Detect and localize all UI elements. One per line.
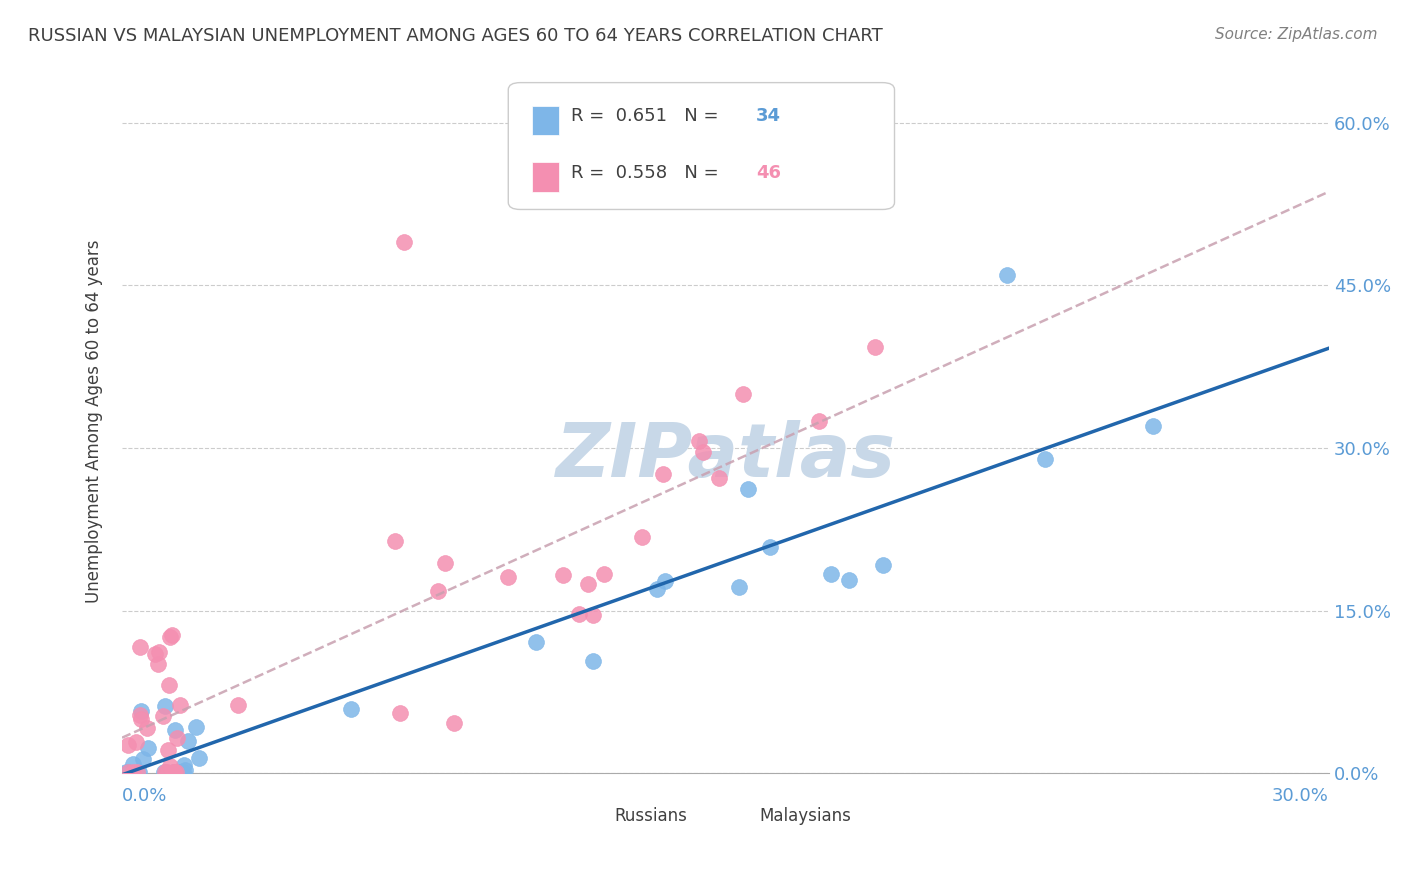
- FancyBboxPatch shape: [533, 162, 560, 192]
- Point: [1033, 452, 1056, 467]
- Text: Russians: Russians: [614, 806, 688, 824]
- Point: [568, 607, 591, 622]
- Point: [159, 759, 181, 773]
- Point: [129, 704, 152, 718]
- Point: [125, 735, 148, 749]
- Text: Source: ZipAtlas.com: Source: ZipAtlas.com: [1215, 27, 1378, 42]
- Point: [115, 765, 138, 780]
- Point: [129, 708, 152, 723]
- Point: [427, 583, 450, 598]
- Point: [117, 765, 139, 780]
- Point: [631, 530, 654, 544]
- Point: [995, 268, 1018, 282]
- Point: [131, 712, 153, 726]
- Point: [155, 699, 177, 714]
- Point: [707, 471, 730, 485]
- Y-axis label: Unemployment Among Ages 60 to 64 years: Unemployment Among Ages 60 to 64 years: [86, 239, 103, 603]
- Point: [174, 763, 197, 777]
- Point: [186, 721, 208, 735]
- Point: [340, 701, 363, 715]
- Point: [651, 467, 673, 481]
- Point: [159, 678, 181, 692]
- Point: [759, 540, 782, 554]
- Text: ZIPatlas: ZIPatlas: [555, 419, 896, 492]
- Point: [157, 743, 180, 757]
- Point: [582, 654, 605, 668]
- Point: [654, 574, 676, 588]
- Point: [645, 582, 668, 596]
- Point: [153, 765, 176, 780]
- Point: [692, 444, 714, 458]
- Point: [117, 765, 139, 780]
- FancyBboxPatch shape: [533, 106, 560, 136]
- Point: [132, 752, 155, 766]
- Point: [688, 434, 710, 449]
- Point: [820, 567, 842, 582]
- Text: R =  0.651   N =: R = 0.651 N =: [571, 107, 724, 126]
- Point: [155, 765, 177, 780]
- Point: [152, 708, 174, 723]
- Point: [170, 765, 193, 780]
- FancyBboxPatch shape: [509, 83, 894, 210]
- Point: [1142, 419, 1164, 434]
- Point: [863, 341, 886, 355]
- Point: [166, 731, 188, 745]
- Text: 30.0%: 30.0%: [1272, 788, 1329, 805]
- Point: [153, 765, 176, 780]
- Point: [121, 757, 143, 772]
- Point: [148, 645, 170, 659]
- Text: 46: 46: [755, 164, 780, 182]
- Point: [392, 235, 415, 249]
- Point: [163, 765, 186, 780]
- Point: [578, 576, 600, 591]
- FancyBboxPatch shape: [586, 804, 609, 826]
- Point: [582, 608, 605, 623]
- Point: [226, 698, 249, 712]
- Point: [737, 483, 759, 497]
- Point: [146, 657, 169, 672]
- Point: [163, 723, 186, 737]
- Text: Malaysians: Malaysians: [759, 806, 851, 824]
- Point: [163, 765, 186, 780]
- Point: [728, 580, 751, 594]
- Point: [165, 765, 187, 780]
- Text: RUSSIAN VS MALAYSIAN UNEMPLOYMENT AMONG AGES 60 TO 64 YEARS CORRELATION CHART: RUSSIAN VS MALAYSIAN UNEMPLOYMENT AMONG …: [28, 27, 883, 45]
- Point: [731, 387, 754, 401]
- Text: R =  0.558   N =: R = 0.558 N =: [571, 164, 724, 182]
- Point: [143, 647, 166, 661]
- Point: [807, 414, 830, 428]
- Point: [121, 765, 143, 780]
- Point: [177, 733, 200, 747]
- Point: [434, 556, 457, 570]
- Point: [551, 567, 574, 582]
- FancyBboxPatch shape: [731, 804, 754, 826]
- Point: [496, 569, 519, 583]
- Point: [170, 765, 193, 780]
- Point: [138, 741, 160, 756]
- Point: [592, 566, 614, 581]
- Point: [384, 533, 406, 548]
- Point: [125, 765, 148, 780]
- Point: [172, 765, 194, 780]
- Point: [167, 765, 190, 780]
- Point: [188, 750, 211, 764]
- Point: [388, 706, 411, 720]
- Point: [160, 628, 183, 642]
- Point: [173, 757, 195, 772]
- Point: [838, 573, 860, 587]
- Text: 0.0%: 0.0%: [122, 788, 167, 805]
- Point: [443, 716, 465, 731]
- Point: [136, 721, 159, 735]
- Point: [162, 765, 184, 780]
- Point: [128, 765, 150, 780]
- Text: 34: 34: [755, 107, 780, 126]
- Point: [117, 739, 139, 753]
- Point: [159, 631, 181, 645]
- Point: [169, 698, 191, 712]
- Point: [872, 558, 894, 572]
- Point: [526, 634, 548, 648]
- Point: [128, 640, 150, 655]
